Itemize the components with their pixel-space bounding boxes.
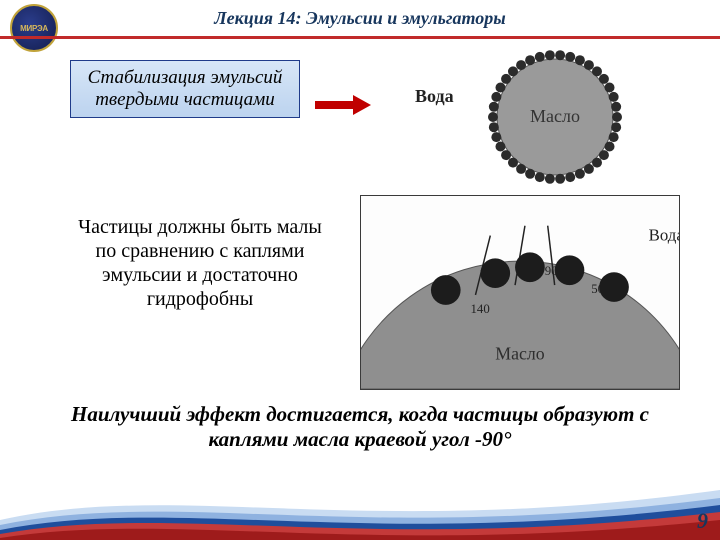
fig1-particle	[535, 52, 545, 62]
fig1-particle	[575, 55, 585, 65]
fig2-water-label: Вода	[649, 226, 680, 245]
arrow-icon	[315, 95, 375, 115]
fig1-particle	[501, 150, 511, 160]
fig1-particle	[491, 92, 501, 102]
fig1-water-label: Вода	[415, 86, 454, 106]
fig1-particle	[545, 174, 555, 184]
slide: МИРЭА Лекция 14: Эмульсии и эмульгаторы …	[0, 0, 720, 540]
fig1-particle	[489, 102, 499, 112]
fig1-particle	[545, 50, 555, 60]
fig2-oil-label: Масло	[495, 343, 545, 363]
fig1-particle	[584, 60, 594, 70]
fig1-particle	[611, 102, 621, 112]
fig1-particle	[555, 174, 565, 184]
fig1-particle	[612, 112, 622, 122]
fig1-particle	[609, 92, 619, 102]
fig1-particle	[599, 150, 609, 160]
fig2-particle	[480, 258, 510, 288]
header-divider	[0, 36, 720, 39]
fig1-particle	[516, 60, 526, 70]
fig1-particle	[535, 172, 545, 182]
fig1-particle	[525, 55, 535, 65]
fig2-particle	[515, 252, 545, 282]
fig1-particle	[489, 122, 499, 132]
fig1-particle	[491, 132, 501, 142]
fig1-particle	[508, 158, 518, 168]
figure-contact-angle: Вода Масло 140 90 50	[360, 195, 680, 390]
arrow-head	[353, 95, 371, 115]
fig1-particle	[609, 132, 619, 142]
topic-text: Стабилизация эмульсий твердыми частицами	[88, 67, 283, 110]
fig1-particle	[525, 169, 535, 179]
body-text-conclusion: Наилучший эффект достигается, когда част…	[60, 402, 660, 452]
fig1-particle	[565, 172, 575, 182]
fig2-particle	[555, 255, 585, 285]
fig1-particle	[584, 164, 594, 174]
footer-wave	[0, 460, 720, 540]
fig2-particle	[431, 275, 461, 305]
fig1-particle	[495, 142, 505, 152]
fig1-particle	[605, 82, 615, 92]
page-number: 9	[697, 508, 708, 534]
fig1-particle	[508, 66, 518, 76]
oil-surface	[360, 261, 680, 389]
figure-droplet: Вода Масло	[370, 42, 670, 187]
fig1-particle	[501, 74, 511, 84]
fig2-particle	[599, 272, 629, 302]
fig1-oil-label: Масло	[530, 106, 580, 126]
topic-box: Стабилизация эмульсий твердыми частицами	[70, 60, 300, 118]
fig1-particle	[575, 169, 585, 179]
arrow-shaft	[315, 101, 355, 109]
fig1-particle	[599, 74, 609, 84]
fig1-particle	[611, 122, 621, 132]
body-text-particles: Частицы должны быть малы по сравнению с …	[70, 215, 330, 311]
fig1-particle	[488, 112, 498, 122]
fig1-particle	[592, 66, 602, 76]
angle-140: 140	[471, 302, 490, 316]
fig1-particle	[565, 52, 575, 62]
fig1-particle	[592, 158, 602, 168]
fig1-particle	[605, 142, 615, 152]
fig1-particle	[555, 50, 565, 60]
lecture-title: Лекция 14: Эмульсии и эмульгаторы	[214, 8, 506, 28]
fig1-particle	[516, 164, 526, 174]
fig1-particle	[495, 82, 505, 92]
slide-header: Лекция 14: Эмульсии и эмульгаторы	[0, 8, 720, 29]
